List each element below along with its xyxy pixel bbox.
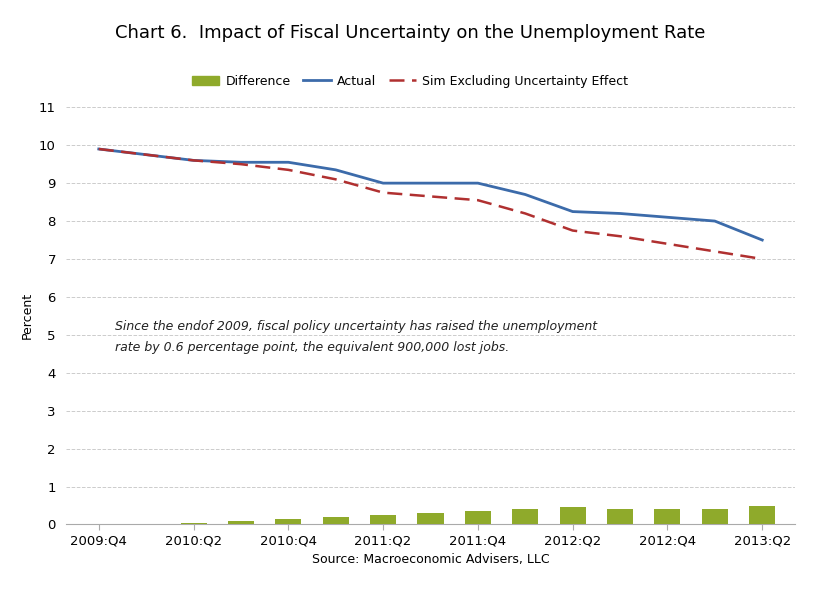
X-axis label: Source: Macroeconomic Advisers, LLC: Source: Macroeconomic Advisers, LLC xyxy=(311,554,549,566)
Bar xyxy=(275,519,301,524)
Bar xyxy=(559,507,585,524)
Legend: Difference, Actual, Sim Excluding Uncertainty Effect: Difference, Actual, Sim Excluding Uncert… xyxy=(192,74,627,88)
Bar xyxy=(749,505,774,524)
Bar xyxy=(369,515,396,524)
Text: Chart 6.  Impact of Fiscal Uncertainty on the Unemployment Rate: Chart 6. Impact of Fiscal Uncertainty on… xyxy=(115,24,704,42)
Bar xyxy=(180,523,206,524)
Bar xyxy=(417,513,443,524)
Bar xyxy=(464,511,491,524)
Bar xyxy=(512,510,537,524)
Bar xyxy=(228,521,254,524)
Bar xyxy=(654,510,680,524)
Bar xyxy=(606,510,632,524)
Bar xyxy=(701,510,727,524)
Y-axis label: Percent: Percent xyxy=(20,292,34,340)
Text: Since the endof 2009, fiscal policy uncertainty has raised the unemployment: Since the endof 2009, fiscal policy unce… xyxy=(115,319,597,333)
Bar xyxy=(323,517,348,524)
Text: rate by 0.6 percentage point, the equivalent 900,000 lost jobs.: rate by 0.6 percentage point, the equiva… xyxy=(115,340,509,353)
